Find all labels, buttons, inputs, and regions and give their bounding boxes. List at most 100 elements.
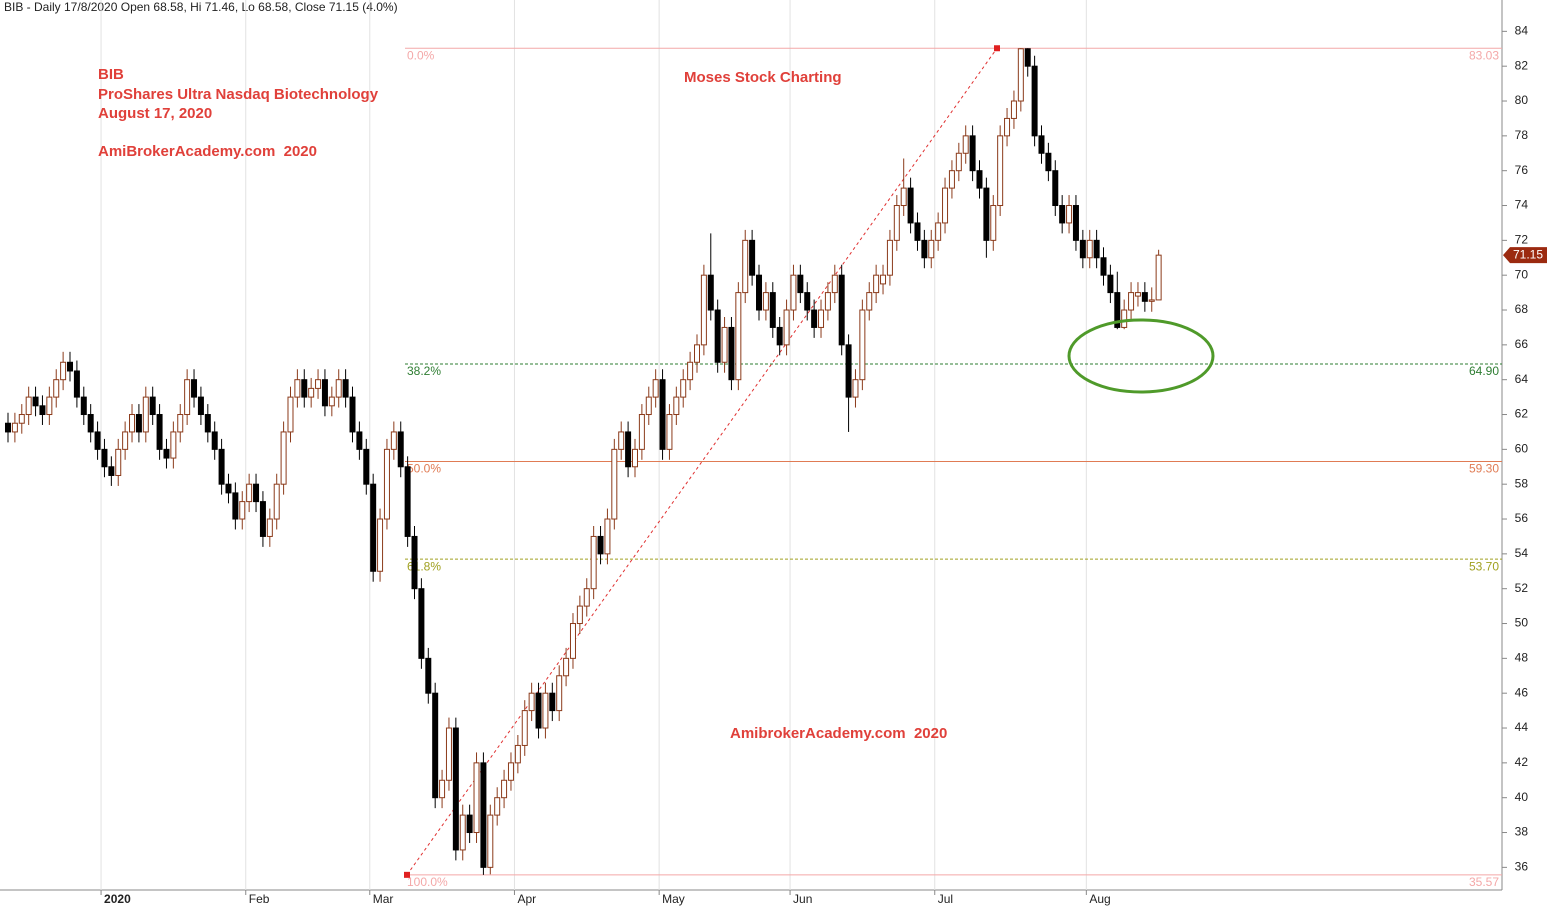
candle-body [1107, 274, 1114, 294]
candle-body [1079, 239, 1086, 259]
candle-body [769, 292, 776, 328]
candle-body [569, 623, 576, 659]
candle-body [383, 448, 390, 520]
y-tick-label: 82 [1515, 58, 1529, 72]
candle-body [955, 152, 962, 172]
fib-value-label: 59.30 [1469, 462, 1499, 476]
candle-body [197, 396, 204, 416]
y-tick-label: 78 [1515, 128, 1529, 142]
candle-body [328, 396, 335, 407]
candle-body [342, 379, 349, 398]
candle-body [818, 309, 825, 328]
candle-body [377, 518, 384, 572]
candle-body [1038, 135, 1045, 154]
candle-body [287, 396, 294, 433]
candle-body [907, 187, 914, 224]
candle-body [363, 448, 370, 485]
annotation: August 17, 2020 [98, 105, 212, 122]
candle-body [790, 274, 797, 311]
y-tick-label: 70 [1515, 267, 1529, 281]
candle-body [1148, 299, 1155, 302]
candle-body [170, 431, 177, 459]
candle-body [280, 431, 287, 485]
candle-body [459, 814, 466, 851]
y-tick-label: 80 [1515, 93, 1529, 107]
candle-body [1141, 292, 1148, 302]
candle-body [838, 274, 845, 346]
candle-body [507, 762, 514, 781]
candle-body [218, 448, 225, 485]
candle-body [163, 448, 170, 459]
y-tick-label: 84 [1515, 24, 1529, 38]
candle-body [80, 396, 87, 416]
candle-body [673, 396, 680, 416]
candle-body [356, 431, 363, 450]
candle-body [349, 396, 356, 433]
y-tick-label: 42 [1515, 755, 1529, 769]
candle-body [142, 396, 149, 433]
candle-body [935, 222, 942, 241]
candle-body [845, 344, 852, 398]
candle-body [501, 779, 508, 799]
candle-body [370, 483, 377, 572]
candle-body [87, 414, 94, 433]
candle-body [177, 414, 184, 433]
candle-body [94, 431, 101, 450]
y-tick-label: 76 [1515, 163, 1529, 177]
candle-body [1010, 100, 1017, 119]
chart-title: BIB - Daily 17/8/2020 Open 68.58, Hi 71.… [4, 0, 398, 14]
candle-body [273, 483, 280, 520]
candle-body [563, 657, 570, 677]
candle-body [294, 379, 301, 398]
fib-value-label: 83.03 [1469, 48, 1499, 62]
candle-body [556, 675, 563, 712]
candle-body [1114, 292, 1121, 328]
candle-body [60, 361, 67, 381]
candle-body [39, 405, 46, 416]
candle-body [1017, 48, 1024, 102]
candle-body [831, 274, 838, 294]
candle-body [859, 309, 866, 381]
x-tick-label: Mar [373, 892, 394, 906]
candle-body [590, 535, 597, 590]
candle-body [597, 535, 604, 555]
candle-body [631, 448, 638, 468]
candle-body [204, 414, 211, 433]
y-tick-label: 60 [1515, 442, 1529, 456]
candle-body [914, 222, 921, 241]
candle-body [232, 492, 239, 520]
candle-body [893, 205, 900, 241]
candle-body [618, 431, 625, 450]
candle-body [942, 187, 949, 224]
candle-body [225, 483, 232, 494]
candle-body [721, 326, 728, 363]
candle-body [797, 274, 804, 294]
fib-level-label: 50.0% [407, 462, 441, 476]
candle-body [714, 309, 721, 363]
candle-body [694, 344, 700, 363]
candle-body [604, 518, 611, 555]
candle-body [687, 361, 694, 381]
candle-body [301, 379, 308, 398]
candle-body [756, 274, 763, 311]
candle-body [900, 187, 907, 207]
candle-body [1100, 257, 1107, 276]
candle-body [1128, 292, 1135, 311]
fib-level-label: 0.0% [407, 48, 435, 62]
candle-body [184, 379, 191, 416]
candle-body [776, 326, 783, 346]
candle-body [73, 370, 80, 398]
candle-body [1024, 48, 1031, 67]
candle-body [135, 414, 142, 433]
candle-body [549, 692, 556, 712]
y-tick-label: 66 [1515, 337, 1529, 351]
fib-value-label: 35.57 [1469, 875, 1499, 889]
fib-value-label: 53.70 [1469, 559, 1499, 573]
candle-body [487, 814, 494, 868]
y-tick-label: 72 [1515, 233, 1529, 247]
candle-body [976, 170, 983, 189]
candle-body [452, 727, 459, 851]
candle-body [948, 170, 955, 189]
candle-body [866, 292, 873, 311]
